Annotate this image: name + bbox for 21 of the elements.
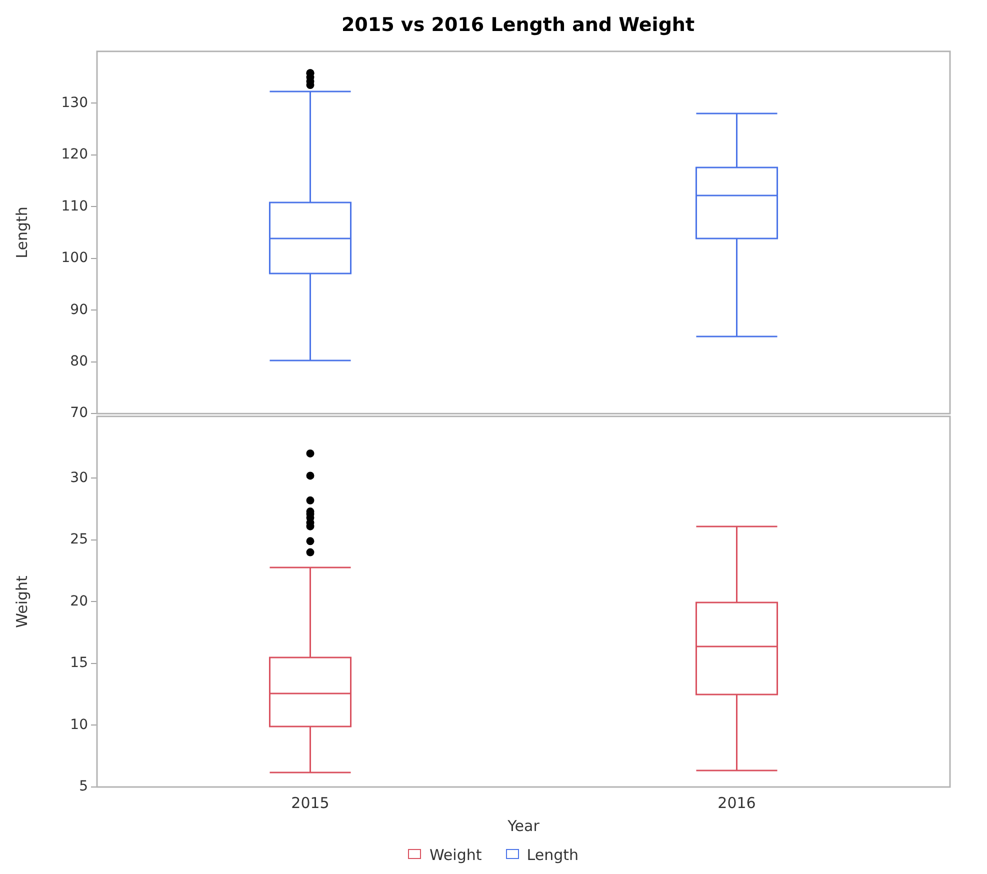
chart-title: 2015 vs 2016 Length and Weight — [340, 14, 696, 36]
y-tick-label: 90 — [70, 302, 88, 318]
y-tick-label: 120 — [61, 146, 88, 163]
x-axis-title: Year — [506, 816, 540, 835]
y-axis-title: Length — [12, 206, 31, 258]
y-tick-label: 70 — [70, 405, 88, 422]
y-tick-label: 20 — [70, 593, 88, 610]
y-tick-label: 5 — [79, 778, 88, 795]
y-axis-title: Weight — [12, 575, 31, 628]
x-tick-label: 2016 — [718, 794, 756, 812]
y-tick-label: 100 — [61, 250, 88, 266]
y-tick-label: 130 — [61, 94, 88, 111]
legend-label: Weight — [429, 846, 482, 864]
legend-label: Length — [526, 846, 578, 864]
y-tick-label: 10 — [70, 716, 88, 733]
y-tick-label: 25 — [70, 532, 88, 548]
y-tick-label: 15 — [70, 655, 88, 672]
y-tick-label: 80 — [70, 354, 88, 370]
y-tick-label: 110 — [61, 198, 88, 214]
y-tick-label: 30 — [70, 470, 88, 486]
x-tick-label: 2015 — [291, 794, 330, 812]
